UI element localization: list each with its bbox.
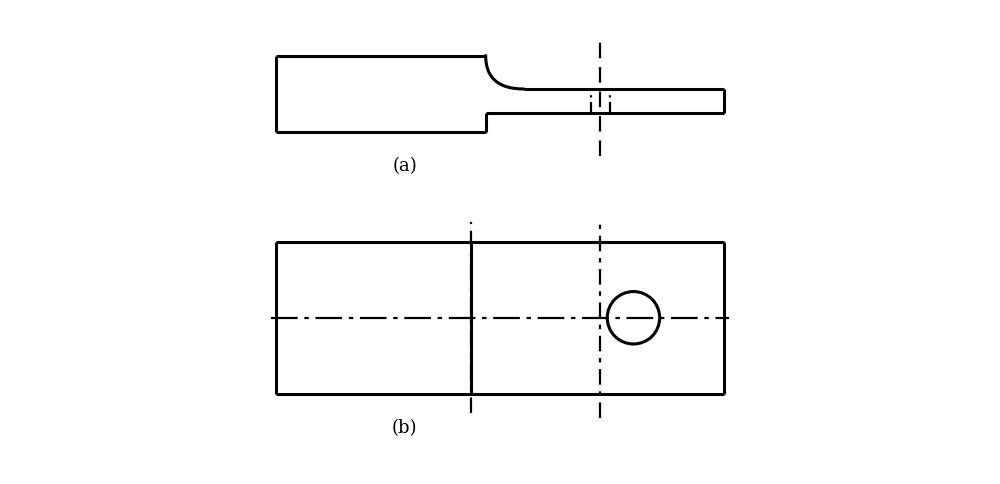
Text: (a): (a)	[392, 156, 417, 174]
Text: (b): (b)	[392, 418, 417, 436]
